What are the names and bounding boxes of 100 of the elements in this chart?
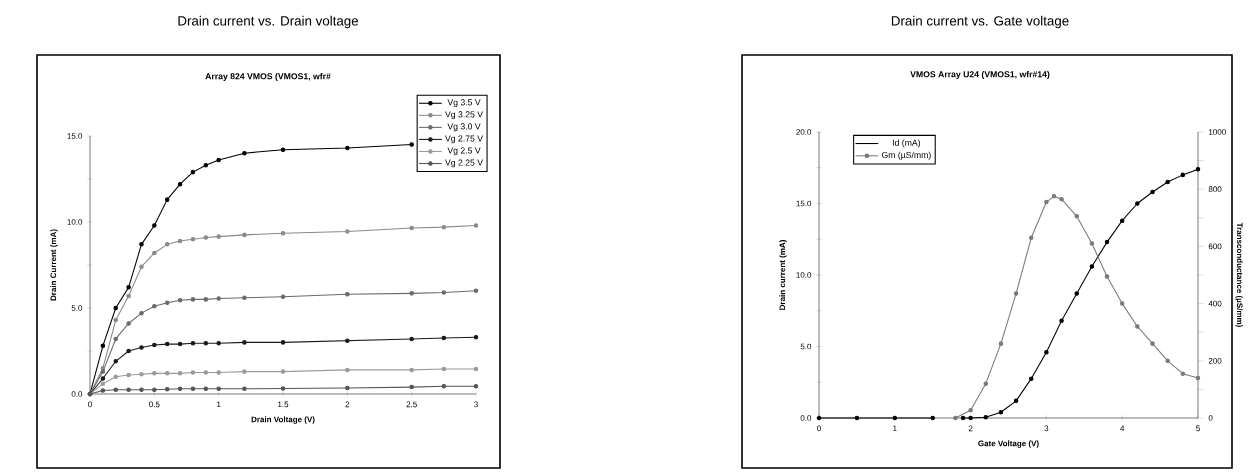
point	[152, 387, 157, 392]
x-tick-label: 3	[1044, 425, 1049, 432]
point	[968, 415, 973, 421]
point	[242, 340, 247, 345]
point	[441, 224, 447, 230]
y-tick-label: 20.0	[796, 129, 812, 135]
point	[280, 230, 286, 236]
point	[409, 367, 414, 373]
y2-tick-label: 600	[1208, 243, 1222, 250]
point	[1028, 235, 1034, 241]
legend-label: Vg 3.25 V	[445, 111, 483, 120]
point	[345, 145, 350, 151]
x-tick-label: 3	[474, 401, 478, 408]
point	[983, 415, 989, 420]
point	[100, 388, 106, 393]
point	[216, 157, 221, 163]
point	[126, 372, 131, 378]
y-tick-label: 5.0	[71, 305, 83, 311]
point	[998, 341, 1004, 346]
point	[473, 334, 479, 340]
chart-subtitle: VMOS Array U24 (VMOS1, wfr#14)	[910, 70, 1050, 80]
point	[441, 366, 447, 372]
point	[190, 236, 196, 242]
point	[190, 297, 196, 302]
y-tick-label: 10.0	[796, 272, 812, 278]
point	[1195, 375, 1201, 381]
point	[139, 264, 144, 269]
x-tick-label: 2	[968, 425, 973, 432]
point	[216, 234, 221, 239]
point	[1150, 341, 1155, 346]
point	[968, 407, 973, 413]
point	[345, 385, 350, 391]
point	[409, 142, 414, 147]
point	[203, 297, 209, 302]
point	[164, 371, 170, 376]
point	[177, 297, 183, 303]
point	[1135, 201, 1140, 206]
point	[473, 383, 479, 389]
point	[164, 197, 170, 202]
point	[1104, 274, 1110, 279]
y2-tick-label: 1000	[1209, 129, 1226, 135]
point	[345, 291, 350, 297]
point	[152, 342, 157, 348]
point	[177, 238, 183, 244]
legend-label: Vg 2.75 V	[445, 135, 483, 144]
point	[113, 359, 119, 364]
point	[190, 169, 196, 175]
x-tick-label: 0	[88, 401, 92, 408]
y-axis-title: Drain current (mA)	[779, 240, 787, 310]
x-tick-label: 1	[893, 425, 897, 432]
x-tick-label: 2.5	[406, 401, 417, 408]
point	[1044, 349, 1049, 355]
y-tick-label: 15.0	[67, 133, 83, 139]
point	[242, 295, 247, 300]
point	[1028, 376, 1034, 381]
legend-label: Vg 2.5 V	[447, 147, 481, 156]
point	[177, 181, 183, 187]
point	[190, 340, 196, 346]
point	[1119, 218, 1125, 223]
point	[409, 384, 414, 390]
point	[441, 383, 447, 389]
y-tick-label: 15.0	[796, 200, 812, 207]
point	[164, 242, 170, 247]
point	[953, 415, 958, 421]
x-tick-label: 0	[817, 425, 821, 432]
point	[100, 343, 106, 349]
point	[152, 223, 157, 228]
point	[280, 386, 286, 391]
x-tick-label: 2	[345, 401, 350, 408]
point	[177, 341, 183, 347]
point	[190, 370, 196, 375]
legend-label: Id (mA)	[892, 139, 921, 148]
y2-tick-label: 200	[1208, 357, 1222, 364]
y2-tick-label: 0	[1208, 415, 1213, 421]
point	[1089, 264, 1095, 269]
point	[473, 366, 479, 372]
point	[854, 415, 860, 421]
point	[892, 415, 898, 421]
x-tick-label: 1	[217, 401, 221, 408]
x-axis-title: Drain Voltage (V)	[251, 416, 315, 424]
point	[1089, 241, 1095, 246]
point	[345, 367, 350, 373]
point	[113, 387, 119, 392]
y2-axis-title: Transconductance (µS/mm)	[1235, 222, 1243, 327]
legend-label: Gm (µS/mm)	[881, 151, 931, 160]
point	[164, 300, 170, 306]
y2-tick-label: 800	[1208, 186, 1222, 193]
point	[280, 294, 286, 300]
x-axis-title: Gate Voltage (V)	[978, 440, 1039, 448]
point	[113, 305, 119, 311]
point	[216, 386, 221, 392]
point	[164, 341, 170, 347]
point	[1059, 196, 1064, 202]
point	[100, 365, 106, 371]
point	[139, 387, 144, 392]
chart-title: Drain current vs. Drain voltage	[178, 15, 359, 29]
point	[216, 296, 221, 301]
point	[113, 374, 119, 380]
point	[409, 225, 414, 231]
point	[1150, 189, 1155, 195]
